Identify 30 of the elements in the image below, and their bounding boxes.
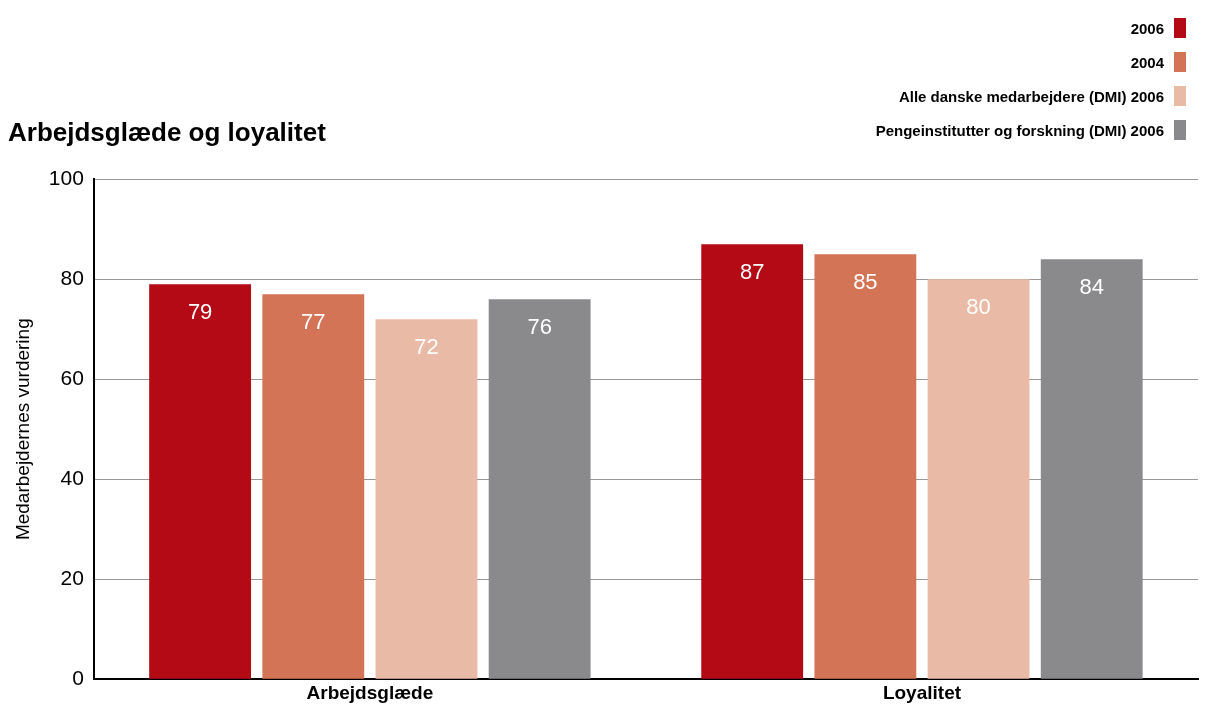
- bar: [814, 254, 917, 679]
- chart-title: Arbejdsglæde og loyalitet: [8, 116, 327, 147]
- data-label: 84: [1079, 274, 1104, 300]
- bar: [927, 279, 1030, 679]
- bar: [488, 299, 591, 679]
- y-tick-label: 100: [48, 166, 84, 189]
- data-label: 79: [187, 299, 213, 325]
- bar: [1040, 259, 1143, 679]
- data-label: 85: [853, 269, 878, 295]
- y-tick-label: 80: [60, 266, 84, 289]
- data-label: 77: [301, 309, 326, 335]
- y-axis-title: Medarbejdernes vurdering: [11, 318, 33, 541]
- bar: [375, 319, 478, 679]
- x-tick-label: Loyalitet: [882, 681, 962, 703]
- legend-label: 2006: [1130, 19, 1164, 37]
- data-label: 87: [739, 259, 765, 285]
- y-tick-label: 60: [60, 366, 84, 389]
- data-label: 76: [527, 314, 552, 340]
- y-tick-label: 20: [60, 566, 84, 589]
- legend-label: Alle danske medarbejdere (DMI) 2006: [898, 87, 1164, 105]
- y-tick-label: 0: [72, 666, 84, 689]
- bar: [262, 294, 365, 679]
- legend-label: 2004: [1130, 53, 1164, 71]
- bar: [149, 284, 252, 679]
- data-label: 72: [414, 334, 439, 360]
- bar: [701, 244, 804, 679]
- y-tick-label: 40: [60, 466, 84, 489]
- x-tick-label: Arbejdsglæde: [306, 681, 434, 703]
- data-label: 80: [966, 294, 991, 320]
- legend-label: Pengeinstitutter og forskning (DMI) 2006: [875, 121, 1164, 139]
